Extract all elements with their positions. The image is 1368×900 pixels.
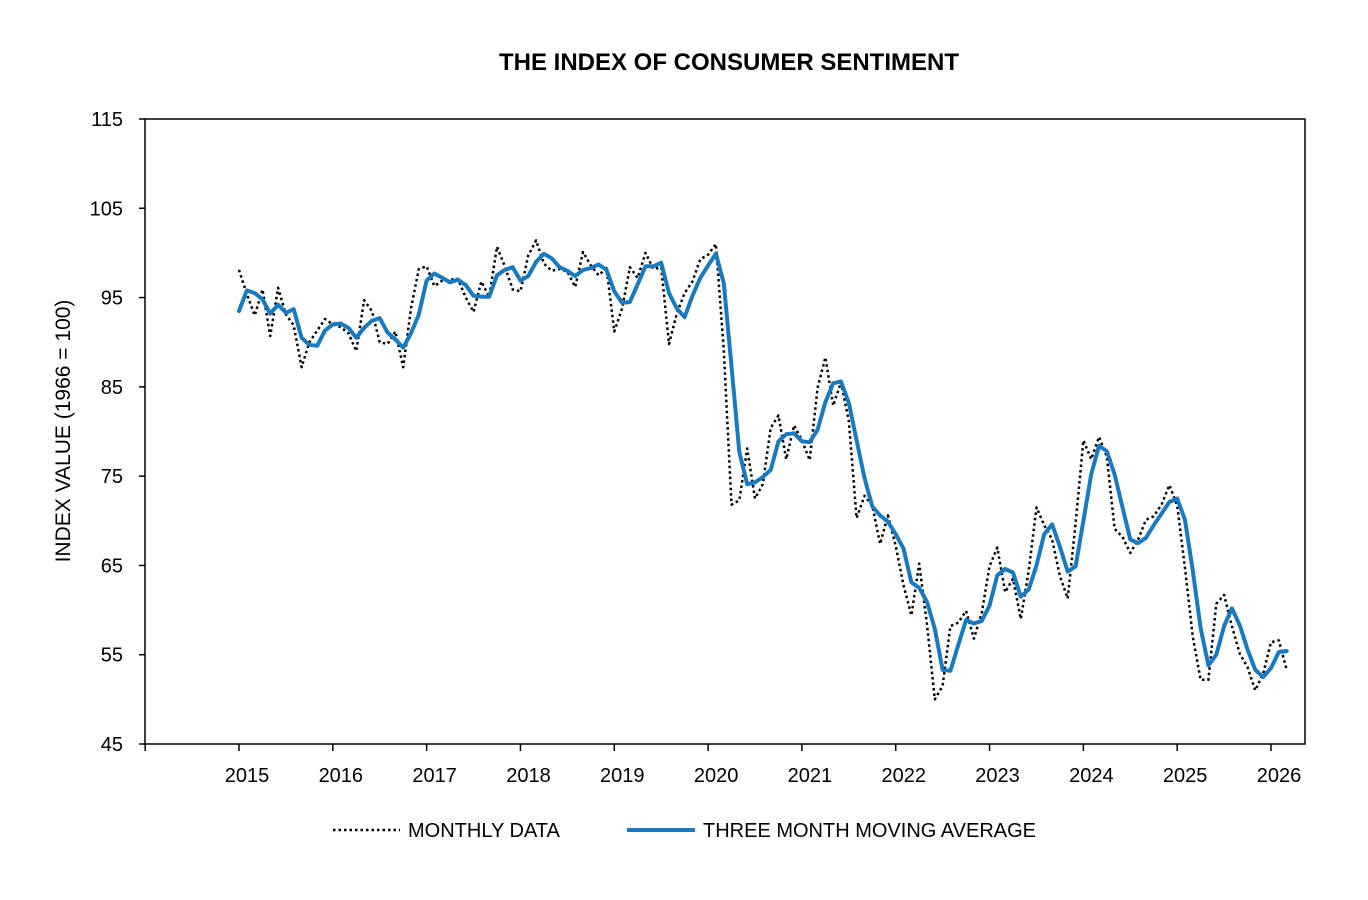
legend-label-monthly-data: MONTHLY DATA [408,820,561,842]
x-tick-label: 2017 [412,765,457,787]
y-tick-label: 85 [101,377,123,399]
x-tick-label: 2026 [1257,765,1302,787]
y-tick-label: 45 [101,734,123,756]
x-tick-label: 2023 [975,765,1020,787]
x-tick-label: 2019 [600,765,645,787]
series-layer [237,239,1289,701]
legend: MONTHLY DATA THREE MONTH MOVING AVERAGE [333,820,1036,842]
y-tick-label: 105 [90,198,123,220]
x-axis: 2015 2016 2017 2018 2019 2020 2021 2022 2023 2024… [144,744,1302,787]
y-tick-label: 75 [101,466,123,488]
x-tick-label: 2018 [506,765,551,787]
y-tick-label: 55 [101,645,123,667]
x-tick-label: 2022 [881,765,926,787]
x-tick-label: 2015 [225,765,270,787]
x-tick-label: 2016 [319,765,364,787]
legend-label-moving-average: THREE MONTH MOVING AVERAGE [703,820,1036,842]
y-tick-label: 115 [91,109,123,131]
x-tick-label: 2021 [788,765,833,787]
chart-title: THE INDEX OF CONSUMER SENTIMENT [499,49,959,76]
plot-area [144,118,1306,745]
y-axis: 45 55 65 75 85 95 105 115 [90,109,145,756]
series-line-moving-average [237,251,1289,679]
x-tick-label: 2025 [1163,765,1208,787]
y-tick-label: 95 [101,288,123,310]
y-tick-label: 65 [101,555,123,577]
series-line-monthly-data [237,239,1288,701]
x-tick-label: 2024 [1069,765,1114,787]
y-axis-title: INDEX VALUE (1966 = 100) [52,300,75,563]
x-tick-label: 2020 [694,765,739,787]
